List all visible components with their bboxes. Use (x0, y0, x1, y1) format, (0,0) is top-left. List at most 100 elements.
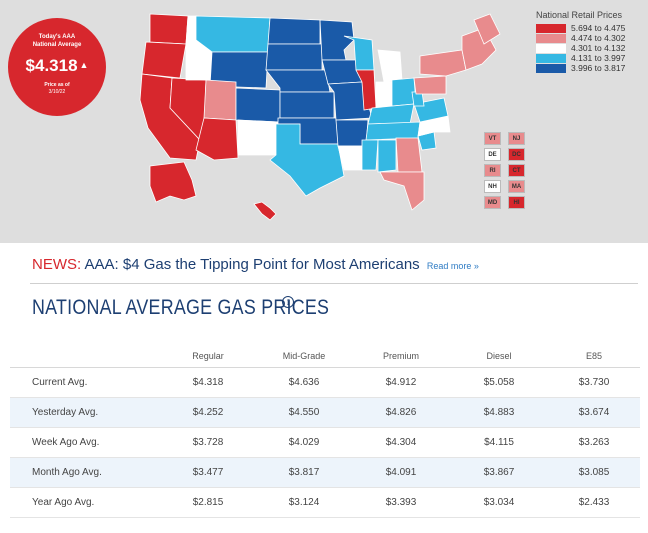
table-cell: $4.636 (288, 377, 320, 388)
state-box-ma[interactable]: MA (508, 180, 525, 193)
state-box-dc[interactable]: DC (508, 148, 525, 161)
state-box-nh[interactable]: NH (484, 180, 501, 193)
state-mt (195, 15, 271, 53)
badge-date: 3/10/22 (48, 89, 66, 95)
state-ut (203, 79, 237, 121)
legend-label: 4.301 to 4.132 (571, 43, 626, 53)
read-more-link[interactable]: Read more » (426, 261, 479, 271)
state-wa (149, 13, 189, 45)
news-headline[interactable]: AAA: $4 Gas the Tipping Point for Most A… (84, 256, 420, 273)
legend-label: 3.996 to 3.817 (571, 63, 626, 73)
legend-label: 5.694 to 4.475 (571, 23, 626, 33)
state-box-ct[interactable]: CT (508, 164, 525, 177)
column-header: Premium (382, 351, 419, 361)
table-cell: $5.058 (483, 377, 515, 388)
table-header: Regular Mid-Grade Premium Diesel E85 (10, 345, 640, 368)
state-box-md[interactable]: MD (484, 196, 501, 209)
gas-prices-table: Regular Mid-Grade Premium Diesel E85 Cur… (10, 345, 640, 518)
us-price-map[interactable] (0, 0, 648, 243)
table-row: Week Ago Avg. $3.728 $4.029 $4.304 $4.11… (10, 428, 640, 458)
state-ny (419, 49, 467, 77)
state-box-de[interactable]: DE (484, 148, 501, 161)
table-cell: $3.393 (385, 497, 417, 508)
table-cell: $2.433 (578, 497, 610, 508)
column-header: Mid-Grade (282, 351, 326, 361)
state-box-nj[interactable]: NJ (508, 132, 525, 145)
table-cell: $4.029 (288, 437, 320, 448)
badge-date-label: Price as of (44, 82, 70, 88)
national-average-badge: Today's AAA National Average $4.318 ▲ Pri… (8, 18, 106, 116)
state-mo (327, 81, 373, 121)
table-cell: $4.318 (192, 377, 224, 388)
table-cell: $3.124 (288, 497, 320, 508)
table-cell: $4.091 (385, 467, 417, 478)
state-sd (265, 43, 323, 71)
column-header: Regular (192, 351, 224, 361)
state-pa (413, 75, 447, 95)
state-box-hi[interactable]: HI (508, 196, 525, 209)
table-cell: $4.304 (385, 437, 417, 448)
state-hi (253, 201, 277, 221)
price-map-panel: Today's AAA National Average $4.318 ▲ Pri… (0, 0, 648, 243)
state-nd (267, 17, 321, 45)
state-ne (265, 69, 331, 93)
news-banner: NEWS: AAA: $4 Gas the Tipping Point for … (32, 256, 479, 273)
table-cell: $3.674 (578, 407, 610, 418)
table-cell: $4.550 (288, 407, 320, 418)
badge-title-line1: Today's AAA (38, 34, 76, 40)
table-cell: $4.115 (484, 437, 514, 448)
column-header: E85 (585, 351, 602, 361)
state-tx (269, 123, 345, 197)
badge-title-line2: National Average (32, 42, 82, 48)
state-tn (365, 121, 421, 141)
info-icon[interactable]: i (282, 296, 294, 308)
page-title: NATIONAL AVERAGE GAS PRICES (32, 296, 330, 319)
row-label: Current Avg. (32, 377, 88, 388)
state-mn (319, 19, 355, 61)
state-in (375, 81, 393, 111)
table-row: Yesterday Avg. $4.252 $4.550 $4.826 $4.8… (10, 398, 640, 428)
table-cell: $3.477 (192, 467, 224, 478)
state-fl (379, 171, 425, 211)
table-cell: $4.883 (483, 407, 515, 418)
legend-swatch (536, 63, 566, 73)
state-mi (377, 49, 403, 83)
table-cell: $3.263 (578, 437, 610, 448)
state-ga (395, 137, 423, 173)
legend-item: 3.996 to 3.817 (536, 63, 646, 73)
map-legend: National Retail Prices 5.694 to 4.475 4.4… (536, 10, 646, 73)
state-or (141, 41, 187, 79)
table-cell: $4.912 (385, 377, 417, 388)
state-il (355, 69, 377, 111)
legend-label: 4.474 to 4.302 (571, 33, 626, 43)
state-box-vt[interactable]: VT (484, 132, 501, 145)
state-wy (209, 51, 269, 89)
legend-item: 4.474 to 4.302 (536, 33, 646, 43)
row-label: Month Ago Avg. (32, 467, 102, 478)
legend-label: 4.131 to 3.997 (571, 53, 626, 63)
news-label: NEWS: (32, 256, 82, 273)
table-cell: $3.034 (483, 497, 515, 508)
badge-price: $4.318 ▲ (8, 56, 106, 76)
legend-swatch (536, 23, 566, 33)
state-al (377, 139, 397, 173)
table-cell: $3.728 (192, 437, 224, 448)
table-row: Year Ago Avg. $2.815 $3.124 $3.393 $3.03… (10, 488, 640, 518)
row-label: Week Ago Avg. (32, 437, 100, 448)
row-label: Yesterday Avg. (32, 407, 99, 418)
badge-price-value: $4.318 (25, 56, 78, 75)
legend-swatch (536, 43, 566, 53)
up-arrow-icon: ▲ (79, 60, 89, 70)
state-me (473, 13, 501, 45)
table-cell: $4.826 (385, 407, 417, 418)
state-box-ri[interactable]: RI (484, 164, 501, 177)
state-ms (361, 139, 379, 171)
table-cell: $2.815 (192, 497, 224, 508)
table-cell: $3.817 (288, 467, 320, 478)
legend-item: 4.301 to 4.132 (536, 43, 646, 53)
legend-swatch (536, 33, 566, 43)
row-label: Year Ago Avg. (32, 497, 95, 508)
table-row: Month Ago Avg. $3.477 $3.817 $4.091 $3.8… (10, 458, 640, 488)
divider (30, 283, 638, 284)
state-co (235, 87, 281, 123)
